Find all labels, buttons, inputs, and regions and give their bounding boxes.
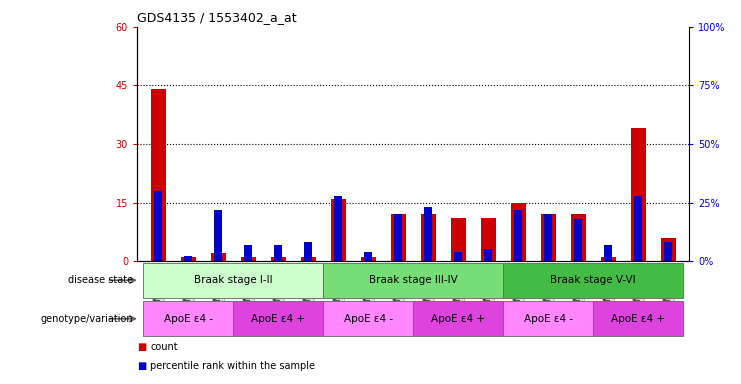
Bar	[361, 257, 376, 261]
Text: ■: ■	[137, 361, 146, 371]
Bar	[181, 257, 196, 261]
Text: Braak stage I-II: Braak stage I-II	[194, 275, 273, 285]
Bar	[485, 250, 492, 261]
Bar	[233, 301, 323, 336]
Bar	[541, 214, 556, 261]
Bar	[394, 214, 402, 261]
Bar	[154, 191, 162, 261]
Bar	[503, 263, 683, 298]
Text: GDS4135 / 1553402_a_at: GDS4135 / 1553402_a_at	[137, 11, 296, 24]
Text: ApoE ε4 -: ApoE ε4 -	[164, 314, 213, 324]
Text: Braak stage V-VI: Braak stage V-VI	[551, 275, 636, 285]
Bar	[143, 301, 233, 336]
Bar	[574, 219, 582, 261]
Bar	[514, 210, 522, 261]
Text: count: count	[150, 342, 178, 352]
Bar	[245, 245, 252, 261]
Bar	[323, 263, 503, 298]
Text: ApoE ε4 +: ApoE ε4 +	[251, 314, 305, 324]
Bar	[631, 128, 645, 261]
Bar	[454, 252, 462, 261]
Bar	[511, 203, 525, 261]
Bar	[274, 245, 282, 261]
Bar	[413, 301, 503, 336]
Bar	[545, 214, 552, 261]
Bar	[503, 301, 593, 336]
Text: genotype/variation: genotype/variation	[41, 314, 133, 324]
Bar	[451, 218, 465, 261]
Bar	[571, 214, 585, 261]
Bar	[150, 89, 165, 261]
Bar	[143, 263, 323, 298]
Bar	[481, 218, 496, 261]
Text: Braak stage III-IV: Braak stage III-IV	[369, 275, 457, 285]
Text: disease state: disease state	[68, 275, 133, 285]
Text: ■: ■	[137, 342, 146, 352]
Text: ApoE ε4 -: ApoE ε4 -	[524, 314, 573, 324]
Bar	[421, 214, 436, 261]
Bar	[270, 257, 285, 261]
Bar	[305, 242, 312, 261]
Bar	[593, 301, 683, 336]
Bar	[391, 214, 405, 261]
Bar	[330, 199, 345, 261]
Text: ApoE ε4 -: ApoE ε4 -	[344, 314, 393, 324]
Bar	[601, 257, 616, 261]
Text: percentile rank within the sample: percentile rank within the sample	[150, 361, 316, 371]
Bar	[605, 245, 612, 261]
Bar	[241, 257, 256, 261]
Bar	[214, 210, 222, 261]
Bar	[634, 195, 642, 261]
Bar	[301, 257, 316, 261]
Bar	[334, 195, 342, 261]
Bar	[185, 257, 192, 261]
Bar	[425, 207, 432, 261]
Bar	[323, 301, 413, 336]
Bar	[365, 252, 372, 261]
Bar	[665, 242, 672, 261]
Bar	[210, 253, 225, 261]
Bar	[661, 238, 676, 261]
Text: ApoE ε4 +: ApoE ε4 +	[611, 314, 665, 324]
Text: ApoE ε4 +: ApoE ε4 +	[431, 314, 485, 324]
